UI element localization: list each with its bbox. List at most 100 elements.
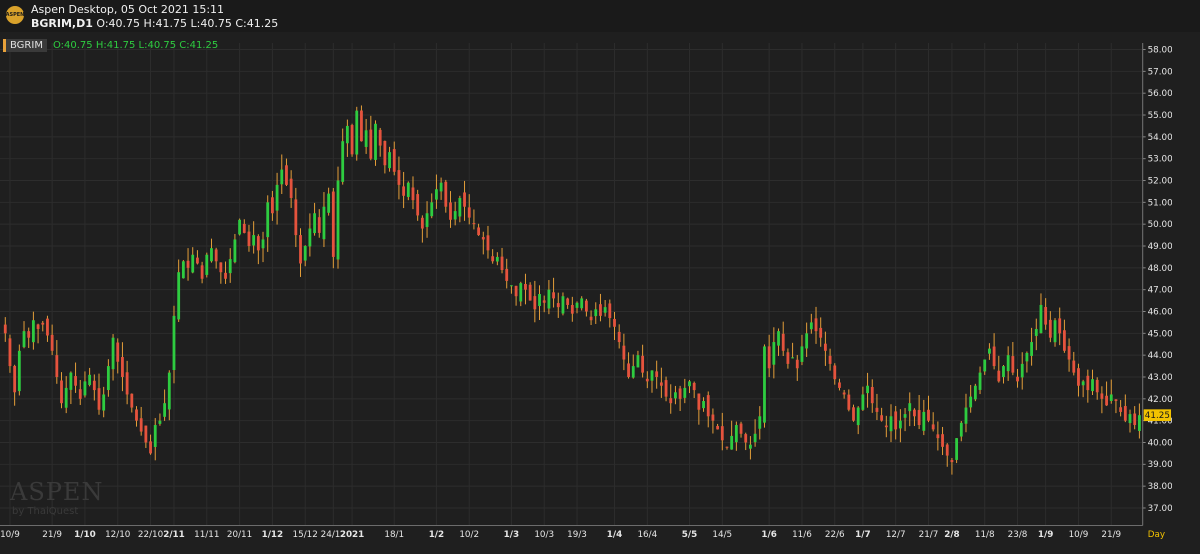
candle-body xyxy=(439,182,443,192)
candle-body xyxy=(913,409,916,417)
candle-body xyxy=(758,416,762,429)
candle-body xyxy=(205,254,209,275)
candle-body xyxy=(1039,304,1043,334)
candle-body xyxy=(744,434,748,443)
x-tick-label: 10/9 xyxy=(0,530,20,540)
y-tick-label: 38.00 xyxy=(1148,482,1172,492)
candle-body xyxy=(27,331,31,338)
candle-body xyxy=(884,425,888,428)
last-price-label: 41.25 xyxy=(1145,411,1170,421)
candle-body xyxy=(135,409,138,421)
candle-body xyxy=(786,352,790,364)
candle-body xyxy=(1006,355,1010,372)
x-tick-label: 11/8 xyxy=(975,530,995,540)
candle-body xyxy=(655,371,659,377)
candle-body xyxy=(809,322,813,330)
candle-body xyxy=(514,285,518,297)
candle-body xyxy=(317,217,321,233)
watermark-byline: by ThaiQuest xyxy=(12,506,79,517)
candle-body xyxy=(463,192,466,207)
candle-body xyxy=(261,239,265,249)
x-tick-label: 10/3 xyxy=(534,530,554,540)
candle-body xyxy=(636,355,640,368)
window-title: Aspen Desktop, 05 Oct 2021 15:11 xyxy=(31,3,225,16)
candle-body xyxy=(524,284,527,290)
candle-body xyxy=(931,424,935,430)
candle-body xyxy=(186,260,190,268)
candle-body xyxy=(144,425,148,443)
candle-body xyxy=(894,411,898,430)
candle-body xyxy=(92,380,96,391)
candle-body xyxy=(233,239,237,263)
candle-body xyxy=(360,110,363,142)
y-tick-label: 49.00 xyxy=(1148,242,1172,252)
candle-body xyxy=(1128,414,1132,424)
candle-body xyxy=(1109,394,1113,402)
candle-body xyxy=(875,407,879,412)
candle-body xyxy=(1044,306,1048,325)
candle-body xyxy=(1133,413,1137,426)
candle-body xyxy=(411,187,415,201)
candle-body xyxy=(214,249,218,262)
candle-body xyxy=(60,380,63,404)
candle-body xyxy=(97,388,101,410)
candle-body xyxy=(589,316,593,321)
candle-body xyxy=(294,199,298,236)
candle-body xyxy=(167,372,171,410)
candle-body xyxy=(950,460,954,463)
y-tick-label: 40.00 xyxy=(1148,438,1172,448)
candle-body xyxy=(528,284,532,301)
ohlc-values: O:40.75 H:41.75 L:40.75 C:41.25 xyxy=(96,17,279,30)
candle-body xyxy=(336,180,340,260)
candle-body xyxy=(78,389,82,399)
y-tick-label: 58.00 xyxy=(1148,45,1172,55)
candle-body xyxy=(1048,319,1052,338)
candle-body xyxy=(247,231,251,247)
y-tick-label: 57.00 xyxy=(1148,67,1172,77)
candle-body xyxy=(280,169,284,185)
candle-body xyxy=(1034,328,1038,336)
candlestick-chart[interactable]: 37.00 38.00 39.00 40.00 41.00 42.00 43.00 44.00… xyxy=(0,32,1172,554)
candle-body xyxy=(969,396,973,408)
candle-body xyxy=(83,381,87,396)
candle-body xyxy=(547,289,551,309)
candle-body xyxy=(449,202,452,220)
candle-body xyxy=(697,393,701,410)
candle-body xyxy=(674,392,677,399)
candle-body xyxy=(683,387,687,398)
candle-body xyxy=(31,320,35,343)
candle-body xyxy=(36,324,40,329)
y-tick-label: 53.00 xyxy=(1148,155,1172,165)
candle-body xyxy=(552,292,555,299)
candle-body xyxy=(594,309,598,317)
x-tick-label: 1/6 xyxy=(761,530,776,540)
candle-body xyxy=(228,259,232,274)
candle-body xyxy=(383,140,387,166)
candle-body xyxy=(659,382,663,386)
candle-body xyxy=(453,211,457,220)
candle-body xyxy=(753,433,757,443)
x-tick-label: 22/10 xyxy=(138,530,163,540)
x-tick-label: 12/10 xyxy=(105,530,130,540)
candle-body xyxy=(495,256,499,262)
candle-body xyxy=(378,129,382,146)
x-tick-label: 1/10 xyxy=(74,530,96,540)
x-tick-label: 12/7 xyxy=(886,530,906,540)
x-tick-label: 5/5 xyxy=(682,530,697,540)
x-tick-label: 10/2 xyxy=(459,530,479,540)
candle-body xyxy=(720,426,724,441)
candle-body xyxy=(917,410,921,426)
candle-body xyxy=(430,202,434,217)
x-tick-label: 21/7 xyxy=(919,530,939,540)
candle-body xyxy=(828,355,832,364)
candle-body xyxy=(1105,395,1108,406)
candle-body xyxy=(870,386,874,404)
x-tick-label: 21/9 xyxy=(42,530,62,540)
candle-body xyxy=(833,365,837,380)
x-tick-label: 23/8 xyxy=(1008,530,1028,540)
candle-body xyxy=(936,434,940,439)
candle-body xyxy=(1114,399,1118,402)
candle-body xyxy=(163,403,167,417)
candle-body xyxy=(444,181,448,207)
candle-body xyxy=(725,446,729,448)
